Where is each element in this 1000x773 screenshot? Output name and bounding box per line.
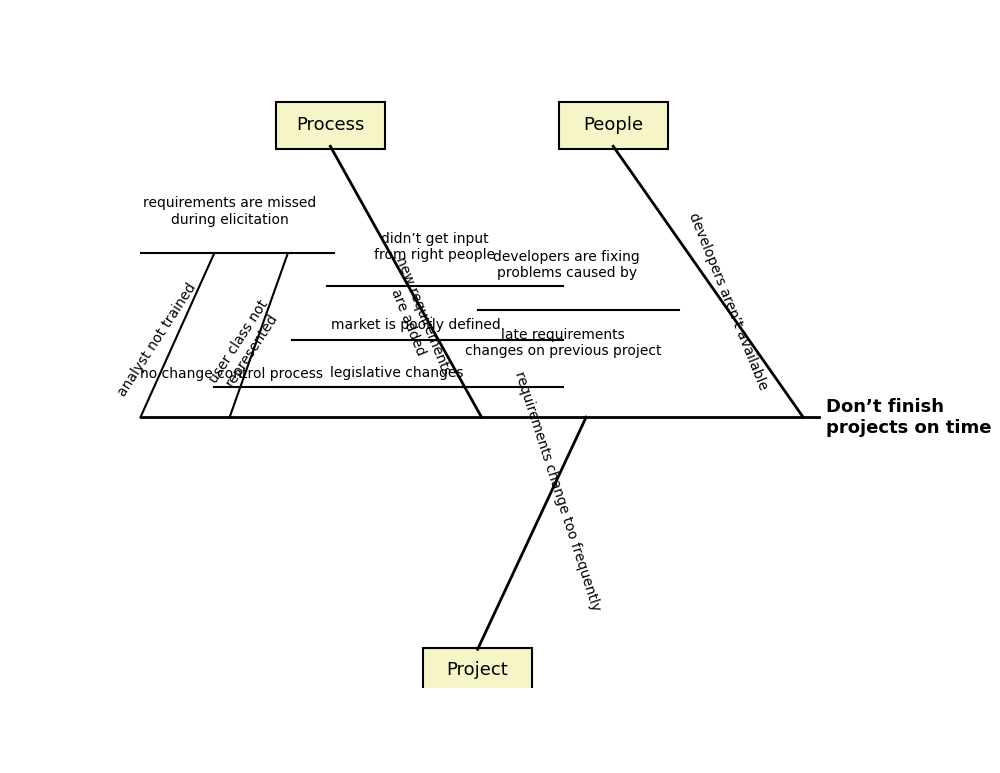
Text: didn’t get input
from right people: didn’t get input from right people — [374, 232, 496, 262]
Text: Process: Process — [296, 117, 365, 135]
Text: late requirements
changes on previous project: late requirements changes on previous pr… — [465, 328, 661, 358]
Text: Don’t finish
projects on time: Don’t finish projects on time — [826, 398, 992, 437]
Text: requirements are missed
during elicitation: requirements are missed during elicitati… — [143, 196, 316, 226]
Text: market is poorly defined: market is poorly defined — [331, 318, 501, 332]
FancyBboxPatch shape — [276, 102, 385, 149]
Text: requirements change too frequently: requirements change too frequently — [512, 370, 603, 613]
Text: no change control process: no change control process — [140, 367, 323, 381]
Text: user class not
represented: user class not represented — [206, 298, 284, 394]
Text: developers aren’t available: developers aren’t available — [686, 210, 770, 392]
Text: developers are fixing
problems caused by: developers are fixing problems caused by — [493, 250, 640, 281]
FancyBboxPatch shape — [559, 102, 668, 149]
Text: new requirements
are added: new requirements are added — [378, 255, 453, 383]
Text: People: People — [583, 117, 643, 135]
Text: legislative changes: legislative changes — [330, 366, 463, 380]
FancyBboxPatch shape — [423, 648, 532, 693]
Text: analyst not trained: analyst not trained — [116, 281, 199, 399]
Text: Project: Project — [447, 661, 509, 679]
